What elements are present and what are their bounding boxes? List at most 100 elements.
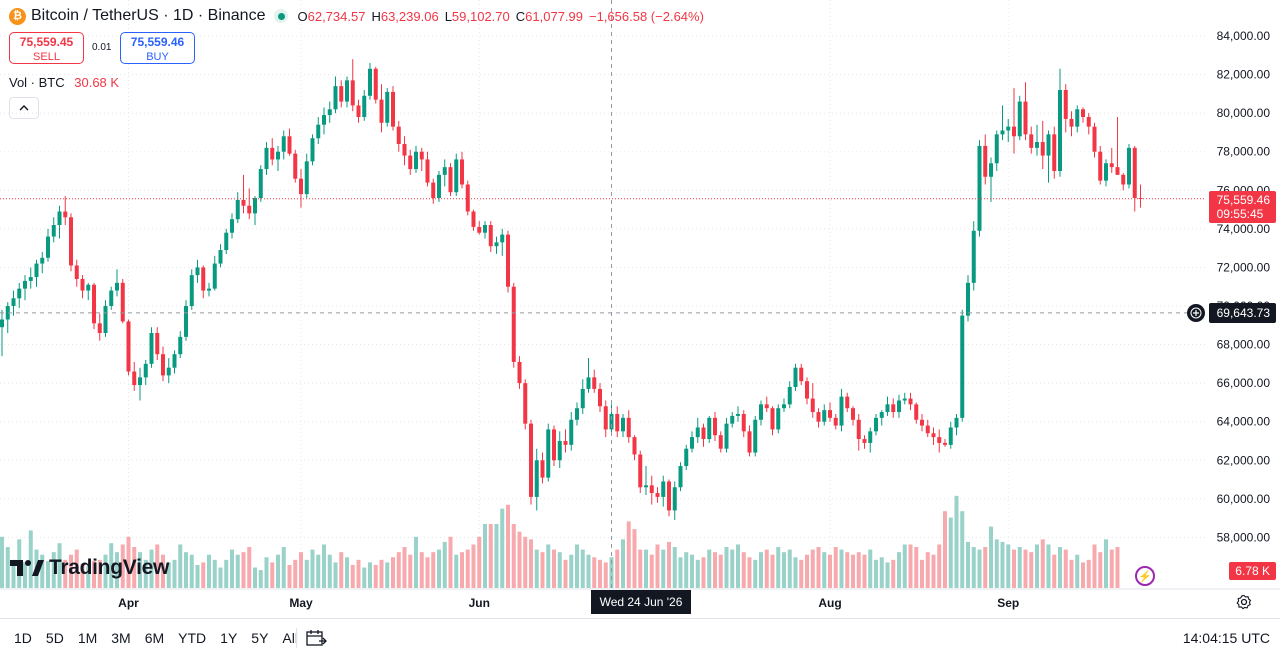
volume-bar bbox=[672, 547, 677, 588]
range-5y-button[interactable]: 5Y bbox=[251, 630, 269, 646]
volume-bar bbox=[897, 552, 901, 588]
candle-body bbox=[891, 404, 896, 413]
volume-bar bbox=[546, 544, 551, 588]
candle-body bbox=[483, 224, 487, 233]
candle-body bbox=[11, 298, 16, 306]
volume-bar bbox=[126, 536, 131, 588]
volume-bar bbox=[730, 549, 735, 588]
volume-bar bbox=[235, 554, 240, 588]
last-price-value: 75,559.46 bbox=[1216, 193, 1270, 207]
range-1m-button[interactable]: 1M bbox=[77, 630, 98, 646]
grid-lines bbox=[0, 0, 1280, 590]
tradingview-logo[interactable]: TradingView bbox=[10, 556, 169, 580]
volume-bar bbox=[1017, 547, 1022, 588]
candle-body bbox=[63, 211, 68, 218]
volume-bar bbox=[396, 552, 401, 588]
candle-body bbox=[621, 417, 625, 432]
volume-bar bbox=[661, 549, 666, 588]
volume-bar bbox=[115, 552, 119, 588]
volume-bar bbox=[1086, 559, 1091, 588]
volume-bar bbox=[166, 562, 171, 588]
candle-body bbox=[471, 211, 476, 227]
candle-body bbox=[661, 481, 666, 497]
candle-body bbox=[0, 319, 4, 328]
volume-bar bbox=[592, 557, 597, 588]
volume-bar bbox=[1075, 554, 1080, 588]
symbol-title[interactable]: Bitcoin / TetherUS · 1D · Binance bbox=[31, 7, 266, 24]
volume-bar bbox=[483, 524, 487, 588]
volume-bar bbox=[879, 557, 884, 588]
candle-body bbox=[816, 412, 821, 422]
volume-bar bbox=[902, 544, 907, 588]
volume-bar bbox=[304, 559, 309, 588]
volume-bar bbox=[615, 549, 620, 588]
candle-body bbox=[897, 400, 901, 413]
add-alert-plus-icon[interactable] bbox=[1187, 304, 1205, 322]
close-value: 61,077.99 bbox=[525, 8, 583, 24]
range-ytd-button[interactable]: YTD bbox=[178, 630, 207, 646]
volume-bar bbox=[74, 549, 79, 588]
volume-bar bbox=[431, 552, 436, 588]
volume-bar bbox=[891, 559, 896, 588]
candle-body bbox=[86, 284, 91, 291]
ohlc-open: O62,734.57 bbox=[297, 9, 365, 24]
candle-body bbox=[1017, 101, 1022, 137]
range-1d-button[interactable]: 1D bbox=[14, 630, 32, 646]
price-tick-label: 72,000.00 bbox=[1217, 260, 1271, 274]
range-1y-button[interactable]: 1Y bbox=[220, 630, 238, 646]
candle-body bbox=[603, 406, 608, 430]
volume-bar bbox=[299, 552, 303, 588]
volume-bar bbox=[667, 541, 671, 588]
volume-bar bbox=[759, 552, 763, 588]
candle-body bbox=[701, 427, 706, 440]
volume-bar bbox=[184, 552, 188, 588]
candle-body bbox=[885, 404, 890, 413]
candle-body bbox=[718, 435, 723, 449]
volume-bar bbox=[385, 562, 390, 588]
settings-gear-icon[interactable] bbox=[1236, 594, 1252, 615]
candle-body bbox=[350, 80, 355, 106]
candle-body bbox=[828, 410, 832, 418]
volume-bar bbox=[350, 564, 355, 588]
volume-bar bbox=[511, 524, 516, 588]
calendar-goto-icon[interactable] bbox=[305, 628, 327, 648]
volume-bar bbox=[471, 544, 476, 588]
price-chart[interactable]: 58,000.00 60,000.00 62,000.00 64,000.00 66,0… bbox=[0, 0, 1280, 618]
collapse-legend-button[interactable] bbox=[9, 97, 39, 119]
price-tick-label: 58,000.00 bbox=[1217, 530, 1271, 544]
volume-bar bbox=[529, 539, 533, 588]
volume-bar bbox=[86, 566, 91, 588]
volume-bar bbox=[655, 544, 660, 588]
volume-bar bbox=[713, 552, 717, 588]
candle-body bbox=[1069, 118, 1074, 127]
volume-bar bbox=[701, 557, 706, 588]
range-all-button[interactable]: All bbox=[282, 630, 298, 646]
open-value: 62,734.57 bbox=[307, 8, 366, 24]
volume-bar bbox=[580, 549, 585, 588]
candle-body bbox=[764, 404, 769, 409]
volume-bar bbox=[1069, 559, 1074, 588]
range-5d-button[interactable]: 5D bbox=[45, 630, 64, 646]
candle-body bbox=[747, 431, 752, 453]
candle-body bbox=[851, 408, 855, 420]
candle-body bbox=[667, 481, 671, 511]
volume-bar bbox=[51, 552, 56, 588]
candle-body bbox=[730, 415, 735, 424]
range-3m-button[interactable]: 3M bbox=[111, 630, 131, 646]
volume-value: 30.68 K bbox=[74, 75, 120, 90]
volume-bar bbox=[569, 554, 574, 588]
lightning-icon[interactable]: ⚡ bbox=[1135, 566, 1155, 586]
sell-button[interactable]: 75,559.45 SELL bbox=[9, 32, 84, 64]
candle-body bbox=[672, 487, 677, 511]
volume-bar bbox=[943, 511, 947, 588]
candle-body bbox=[580, 388, 585, 409]
candle-body bbox=[1063, 89, 1068, 119]
candle-body bbox=[391, 91, 395, 127]
candle-body bbox=[402, 143, 407, 156]
price-tick-label: 78,000.00 bbox=[1217, 145, 1271, 159]
buy-button[interactable]: 75,559.46 BUY bbox=[120, 32, 195, 64]
range-6m-button[interactable]: 6M bbox=[144, 630, 165, 646]
volume-bar bbox=[368, 562, 372, 588]
candle-body bbox=[833, 417, 838, 426]
utc-clock[interactable]: 14:04:15 UTC bbox=[1182, 630, 1270, 646]
